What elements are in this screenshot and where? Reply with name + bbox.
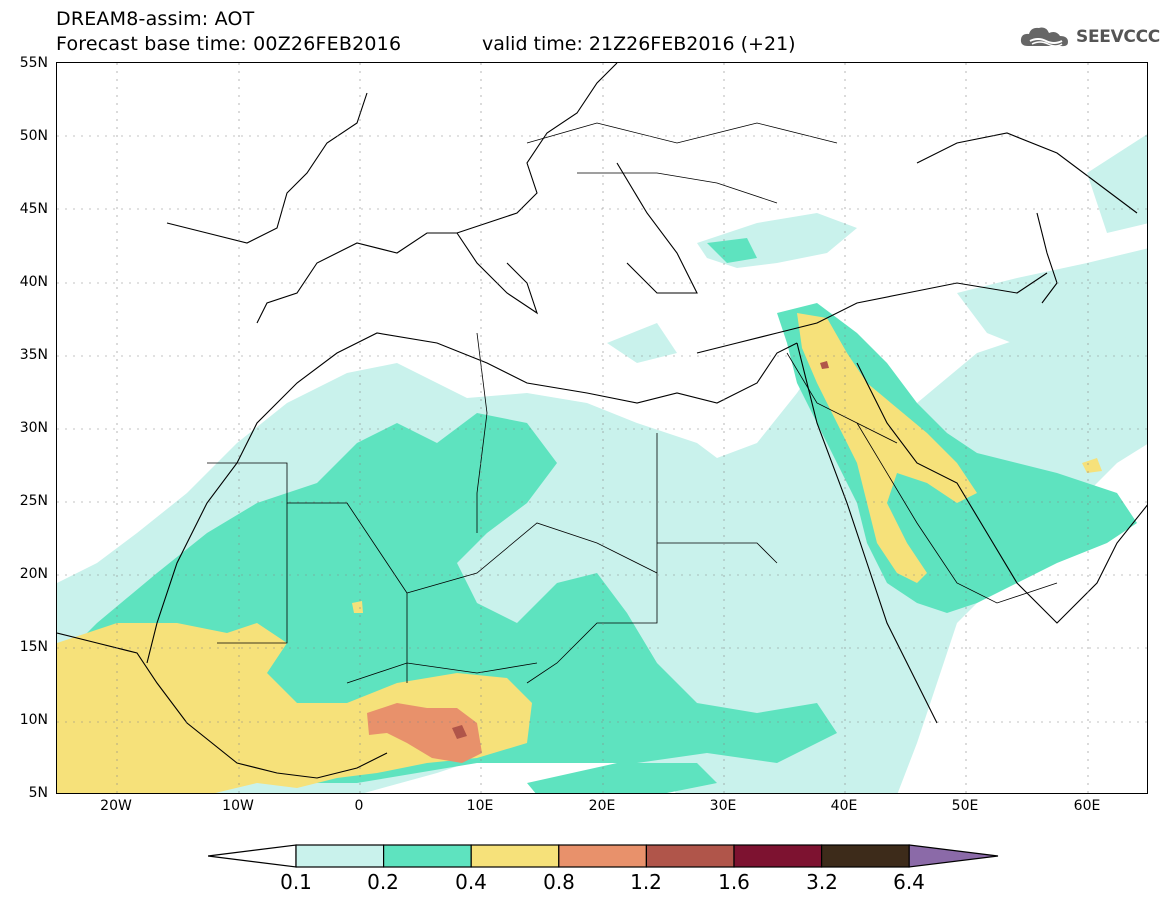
lon-label: 0 (354, 798, 364, 814)
aot-field-1.2 (452, 361, 829, 739)
colorbar-label: 0.8 (543, 870, 575, 894)
map-title: DREAM8-assim: AOT (56, 8, 255, 30)
lon-label: 10E (466, 798, 494, 814)
map-canvas (57, 63, 1147, 793)
colorbar-segment (470, 844, 560, 868)
lon-label: 20E (588, 798, 616, 814)
lon-label: 10W (222, 798, 254, 814)
lat-label: 15N (19, 639, 48, 655)
lat-label: 30N (19, 420, 48, 436)
country-borders (207, 122, 1058, 684)
lat-label: 45N (19, 201, 48, 217)
colorbar-label: 0.4 (455, 870, 487, 894)
map-gridlines (57, 63, 1147, 793)
logo-text: SEEVCCC (1076, 27, 1160, 47)
aot-map (56, 62, 1148, 794)
colorbar-low-arrow (208, 844, 297, 868)
colorbar-label: 1.2 (630, 870, 662, 894)
lon-label: 50E (951, 798, 979, 814)
colorbar-segment (733, 844, 823, 868)
seevccc-logo: SEEVCCC (1018, 24, 1160, 50)
colorbar-segment (383, 844, 472, 868)
lat-label: 50N (19, 128, 48, 144)
lon-label: 30E (709, 798, 737, 814)
lat-label: 20N (19, 566, 48, 582)
colorbar-segment (820, 844, 910, 868)
colorbar-label: 0.2 (367, 870, 399, 894)
colorbar-label: 0.1 (280, 870, 312, 894)
valid-time: valid time: 21Z26FEB2016 (+21) (482, 33, 796, 55)
lon-label: 60E (1073, 798, 1101, 814)
lat-label: 40N (19, 274, 48, 290)
aot-colorbar (208, 844, 999, 868)
lat-label: 35N (19, 347, 48, 363)
colorbar-label: 3.2 (806, 870, 838, 894)
aot-field-0.8 (367, 703, 482, 763)
lat-label: 55N (19, 55, 48, 71)
lat-label: 5N (28, 785, 48, 801)
colorbar-label: 6.4 (893, 870, 925, 894)
colorbar-segment (558, 844, 647, 868)
colorbar-high-arrow (908, 844, 999, 868)
coastlines (57, 63, 1147, 779)
lat-label: 10N (19, 712, 48, 728)
lon-label: 40E (830, 798, 858, 814)
forecast-base-time: Forecast base time: 00Z26FEB2016 (56, 33, 402, 55)
lat-label: 25N (19, 493, 48, 509)
cloud-icon (1020, 27, 1068, 47)
aot-field-0.4 (57, 313, 1102, 793)
colorbar-label: 1.6 (718, 870, 750, 894)
colorbar-segment (295, 844, 385, 868)
colorbar-segment (645, 844, 735, 868)
lon-label: 20W (100, 798, 132, 814)
